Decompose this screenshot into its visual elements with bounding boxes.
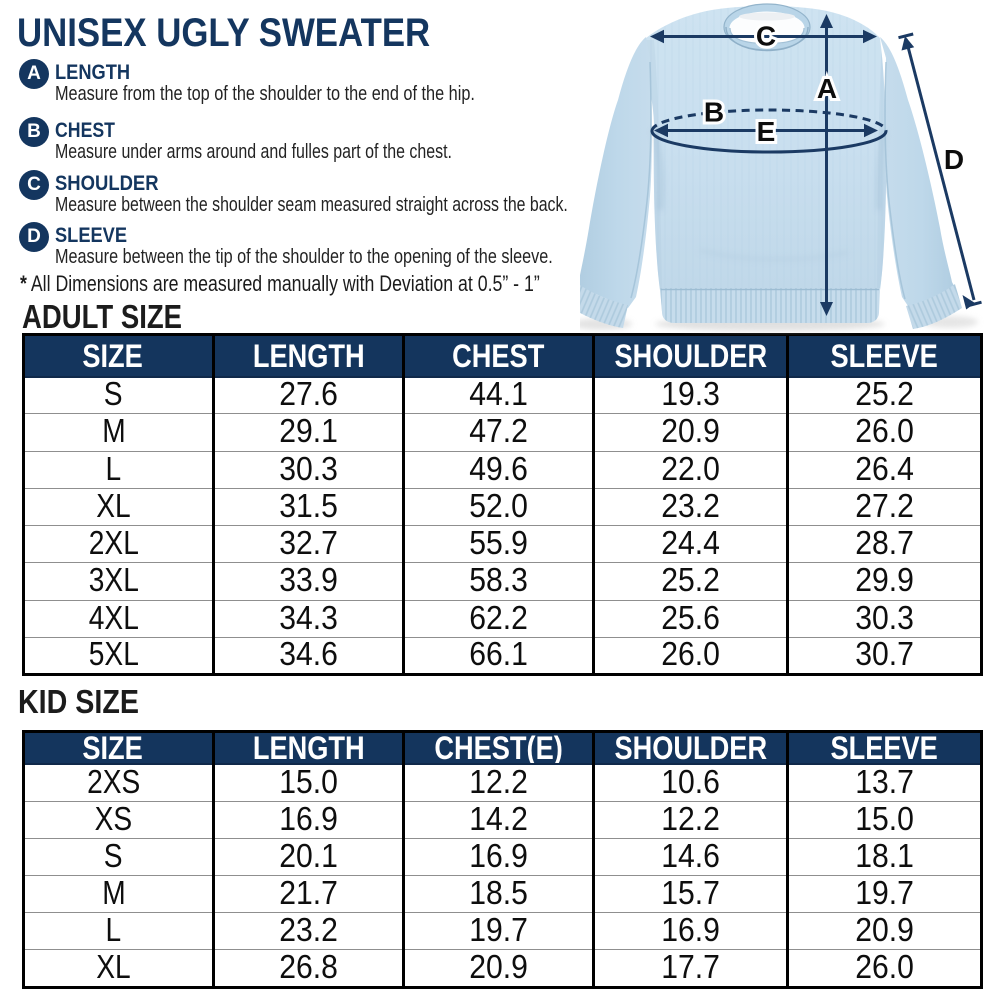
svg-text:C: C [756, 21, 776, 52]
svg-text:E: E [757, 116, 776, 147]
svg-text:A: A [817, 73, 837, 104]
svg-text:B: B [704, 97, 724, 128]
svg-text:D: D [944, 144, 964, 175]
